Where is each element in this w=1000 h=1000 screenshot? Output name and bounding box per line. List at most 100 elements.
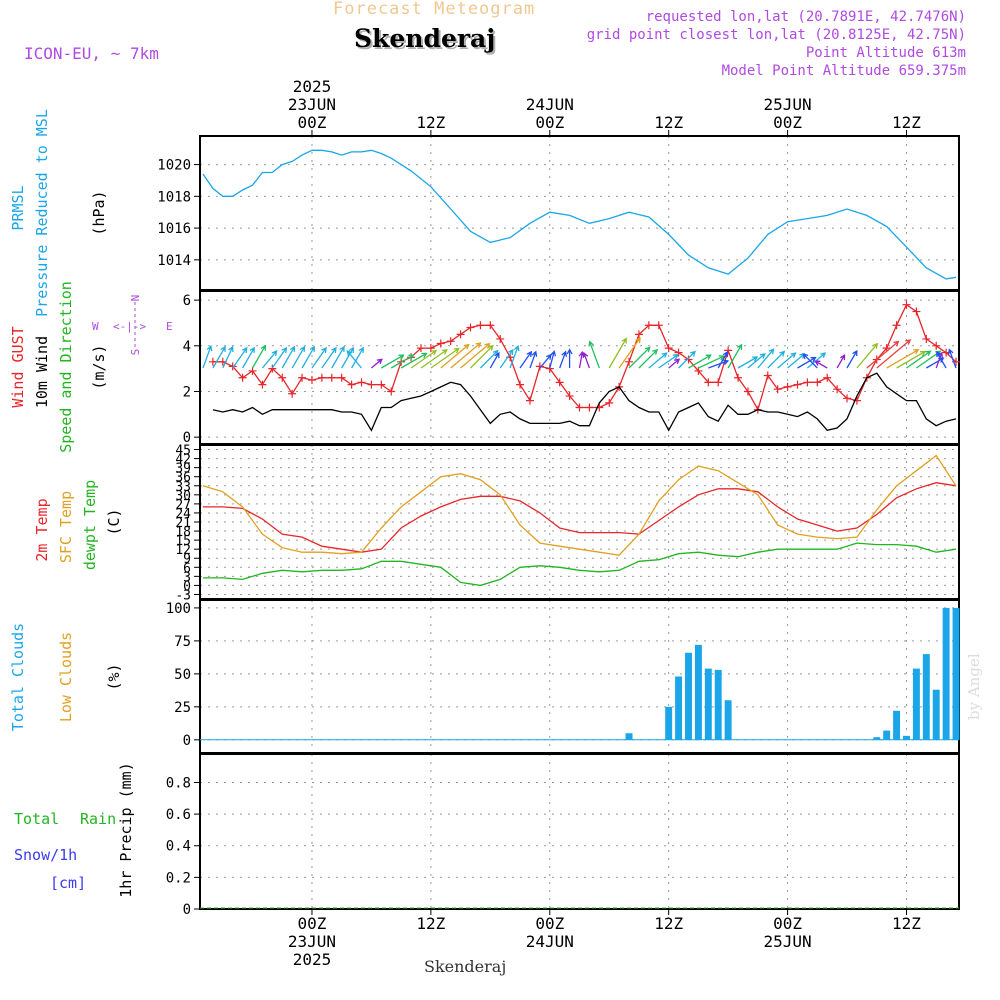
wind-gust-point [585,403,594,412]
y-tick-label: 50 [174,667,191,683]
bottom-time-label: 00Z [773,914,802,933]
wind-gust-point [684,355,693,364]
wind-gust-point [783,382,792,391]
wind-arrow [549,350,557,369]
pressure-msl-label: Pressure Reduced to MSL [33,109,51,317]
wind-gust-point [496,334,505,343]
wind-arrow [232,346,248,369]
wind-arrow [608,337,627,369]
bottom-time-label: 00Z [298,914,327,933]
wind-arrow [351,346,364,369]
y-tick-label: 21 [175,516,191,531]
wind-gust-point [307,376,316,385]
wind-arrow [757,348,775,369]
wind-gust-point [644,321,653,330]
wind-arrow [747,353,766,369]
bottom-time-label: 24JUN [526,932,574,951]
10m-wind-line [212,372,957,432]
wind-arrow [410,349,438,369]
wind-gust-point [932,341,941,350]
wind-gust-point [803,378,812,387]
wind-gust-point [387,387,396,396]
wind-gust-point [823,373,832,382]
wind-gust-point [674,348,683,357]
total-clouds-bar [922,654,930,740]
meteogram-title: Forecast Meteogram [333,0,536,19]
wind-gust-line [212,303,957,412]
wind-arrow [806,352,827,369]
wind-speed-direction-label: Speed and Direction [57,281,75,453]
wind-gust-point [664,344,673,353]
wind-gust-point [922,334,931,343]
wind-gust-point [892,321,901,330]
total-clouds-bar [942,607,950,740]
wind-gust-point [476,321,485,330]
bottom-time-label: 12Z [654,914,683,933]
y-tick-label: -3 [175,588,191,603]
y-tick-label: 6 [183,561,191,576]
compass-south: S [129,349,142,356]
bottom-time-label: 25JUN [763,932,811,951]
wind-gust-point [565,392,574,401]
total-clouds-bar [694,644,702,740]
wind-arrow [906,350,932,369]
compass-west: W [92,320,99,333]
wind-arrow [618,337,641,369]
total-clouds-bar [704,668,712,740]
model-label: ICON-EU, ~ 7km [24,44,159,63]
footer-location: Skenderaj [424,957,507,976]
y-tick-label: 42 [175,453,191,468]
total-clouds-bar [952,607,960,740]
sfc-temp-line [202,454,957,556]
top-time-label: 23JUN [288,95,336,114]
y-tick-label: 4 [183,339,191,355]
wind-arrow [668,358,681,369]
wind-arrow [836,354,846,369]
wind-gust-point [535,362,544,371]
precip-frame [199,753,960,910]
y-tick-label: 6 [183,293,191,309]
wind-arrow [346,350,362,369]
wind-gust-point [654,321,663,330]
y-tick-label: 0 [183,733,191,749]
wind-arrow [648,352,668,369]
compass-east: E [166,320,173,333]
bottom-time-label: 2025 [293,950,332,969]
y-tick-label: 24 [175,507,191,522]
compass-horizontal: <-|-> [113,320,146,333]
wind-arrow [470,344,494,369]
wind-gust-point [377,380,386,389]
y-tick-label: 0.2 [166,870,191,886]
wind-gust-point [694,366,703,375]
y-tick-label: 1016 [157,221,191,237]
wind-gust-point [288,389,297,398]
wind-arrow [797,356,817,369]
total-clouds-bar [893,710,901,740]
top-time-label: 00Z [773,113,802,132]
wind-arrow [856,342,879,369]
y-tick-label: 27 [175,498,191,513]
y-tick-label: 0 [183,902,191,918]
y-tick-label: 3 [183,570,191,585]
wind-arrow [566,348,573,368]
wind-arrow [341,346,354,369]
wind-arrow [519,350,533,369]
wind-gust-point [525,396,534,405]
wind-arrow [737,356,759,369]
wind-gust-point [793,380,802,389]
wind-arrow [261,350,278,369]
wind-arrow [301,345,315,369]
total-clouds-bar [714,669,722,740]
total-clouds-bar [883,730,891,740]
wind-arrow [489,351,500,369]
wind-arrow [588,340,600,369]
wind-arrow [509,344,520,369]
wind-unit-label: (m/s) [90,344,108,389]
pressure-panel: 1014 1016 1018 1020 [157,135,960,291]
wind-arrow [638,348,659,369]
y-tick-label: 39 [175,462,191,477]
wind-arrow [688,354,712,369]
wind-gust-point [605,398,614,407]
wind-arrow [271,346,288,369]
y-tick-label: 1018 [157,189,191,205]
